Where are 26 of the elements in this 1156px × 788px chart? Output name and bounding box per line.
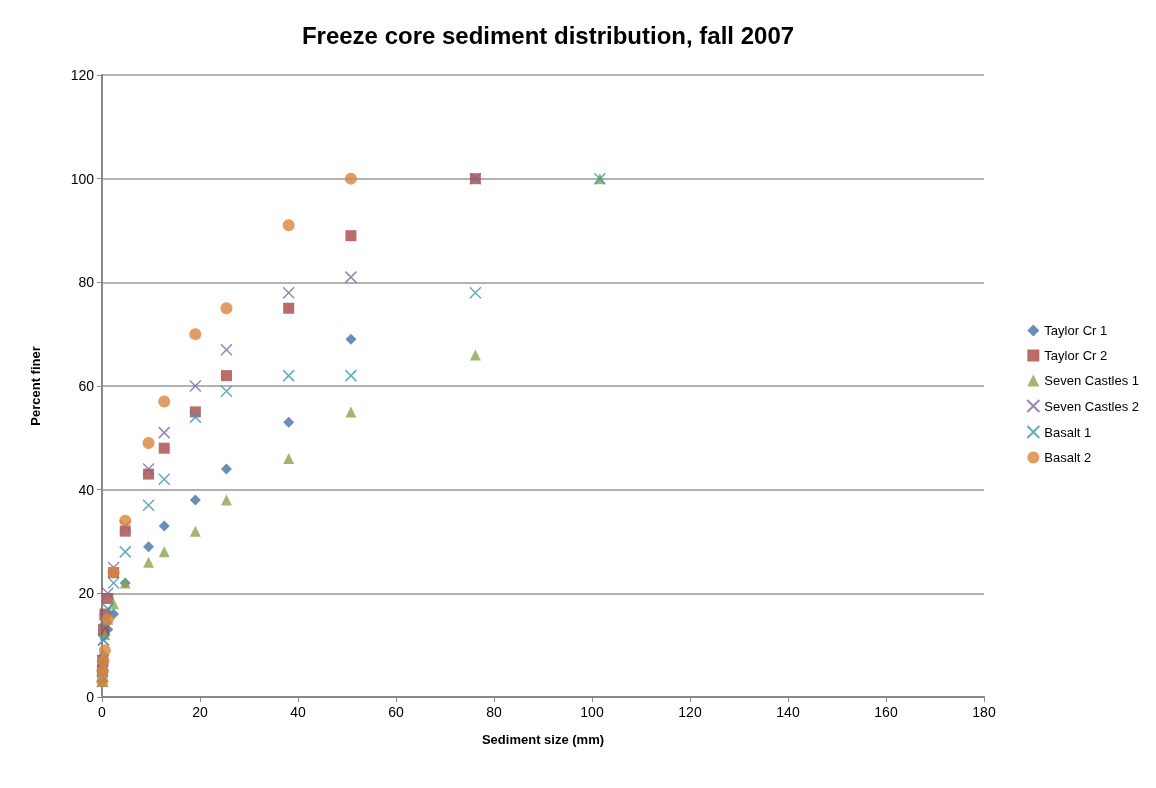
- y-tick-label: 0: [86, 689, 95, 705]
- x-tick-label: 80: [486, 704, 502, 720]
- legend-label: Basalt 1: [1044, 424, 1092, 440]
- x-tick-label: 40: [290, 704, 306, 720]
- legend-label: Seven Castles 2: [1044, 398, 1140, 414]
- y-tick-label: 40: [78, 481, 95, 498]
- x-axis-title: Sediment size (mm): [481, 732, 605, 747]
- x-tick-label: 60: [388, 704, 404, 720]
- chart-title: Freeze core sediment distribution, fall 2007: [301, 21, 795, 49]
- x-tick-label: 120: [678, 704, 702, 720]
- y-axis-title: Percent finer: [28, 346, 43, 426]
- x-tick-label: 180: [972, 704, 996, 720]
- x-tick-label: 100: [580, 704, 604, 720]
- y-tick-label: 20: [78, 585, 95, 602]
- legend-label: Basalt 2: [1044, 450, 1092, 465]
- y-tick-label: 80: [78, 274, 95, 291]
- legend-label: Taylor Cr 2: [1044, 348, 1108, 363]
- x-tick-label: 140: [776, 704, 800, 720]
- x-tick-label: 0: [98, 704, 107, 720]
- y-tick-label: 120: [70, 67, 95, 83]
- x-tick-label: 20: [192, 704, 208, 720]
- x-tick-label: 160: [874, 704, 898, 720]
- legend-label: Taylor Cr 1: [1044, 323, 1108, 338]
- y-tick-label: 100: [70, 170, 95, 187]
- y-tick-label: 60: [78, 378, 95, 394]
- legend-label: Seven Castles 1: [1044, 373, 1140, 388]
